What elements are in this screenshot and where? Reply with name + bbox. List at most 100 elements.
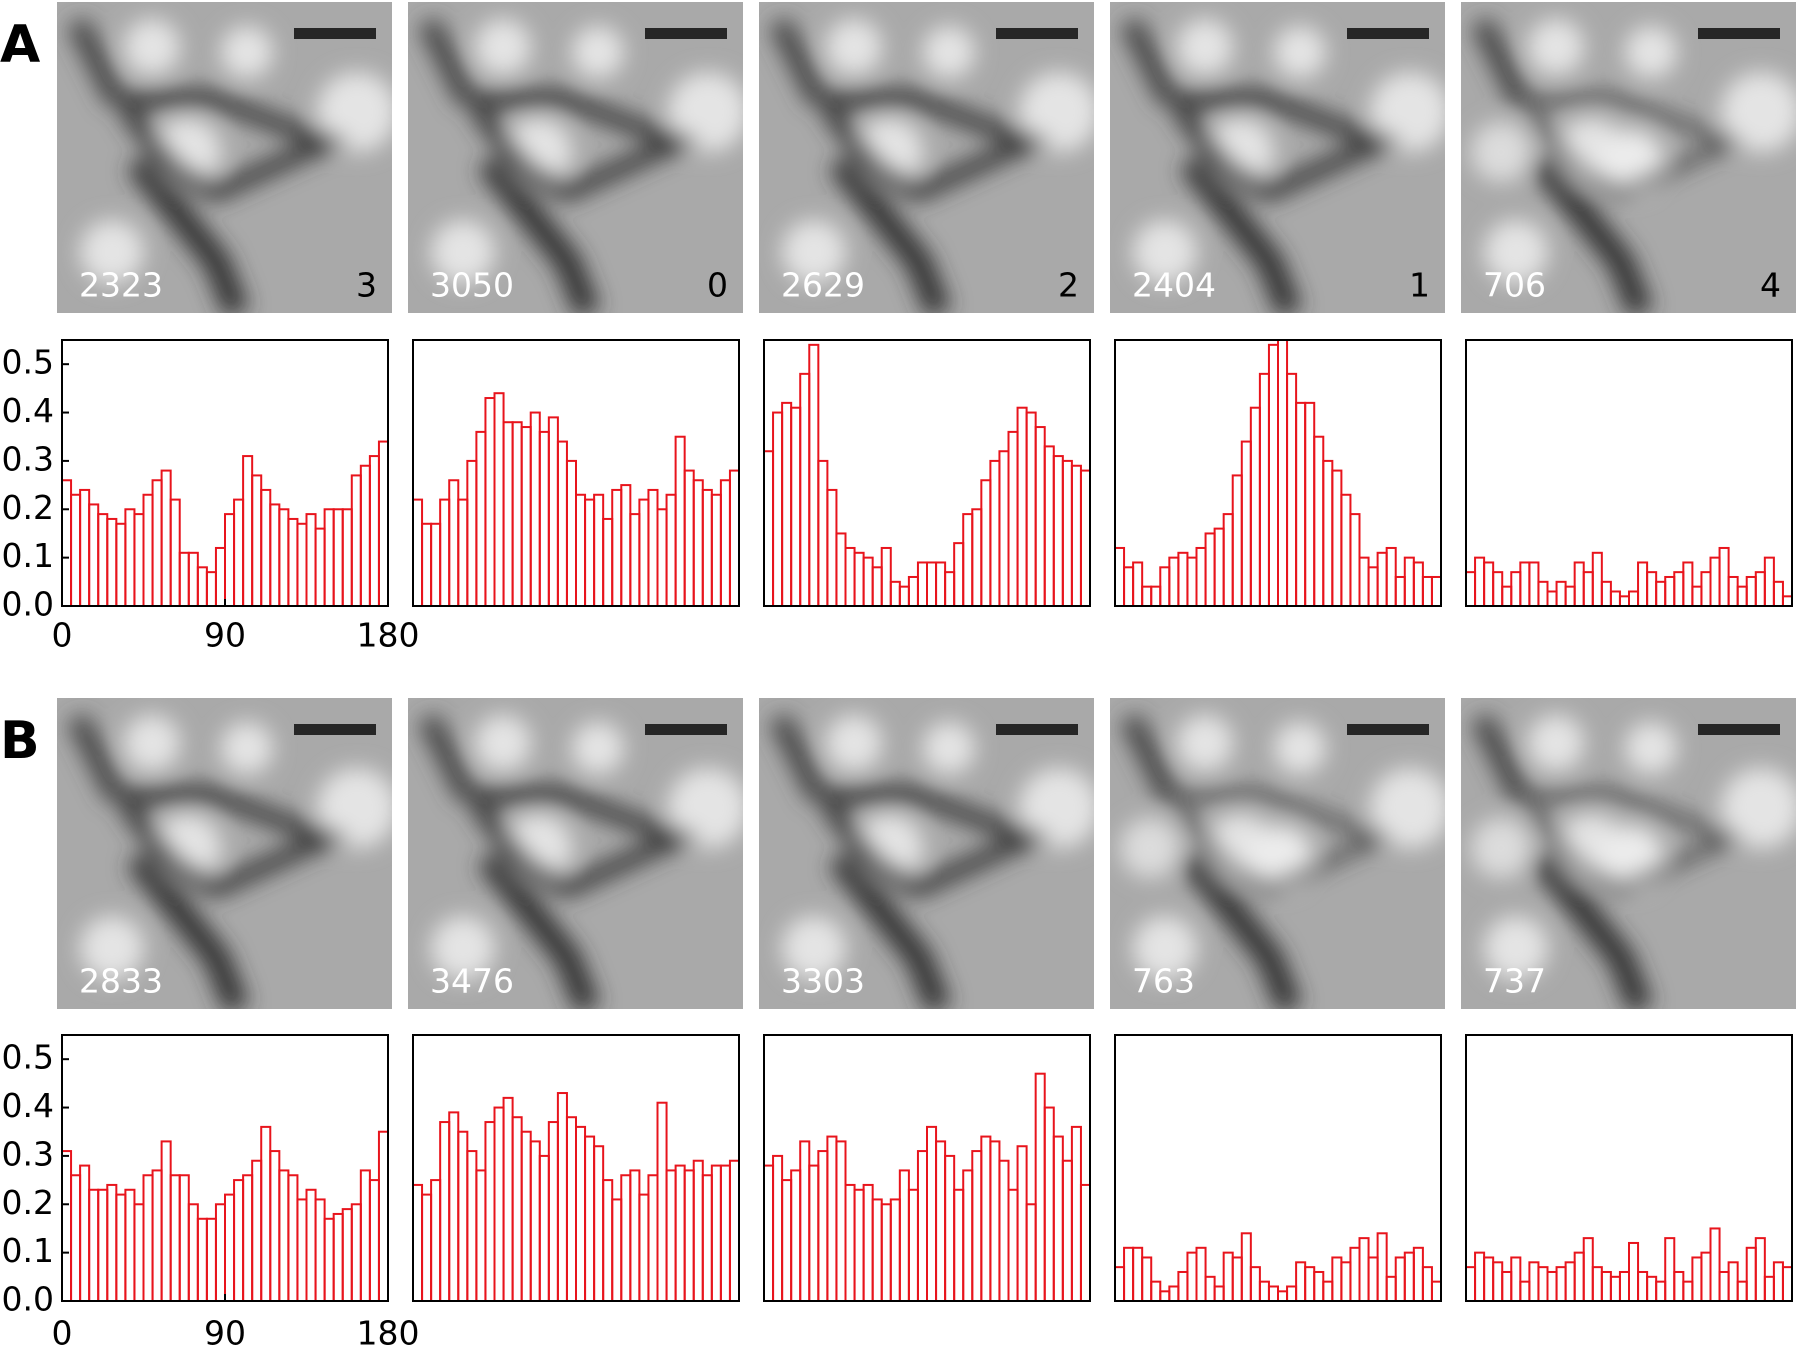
- histogram-bar: [178, 551, 190, 607]
- histogram-bar: [1628, 590, 1640, 607]
- histogram-bar: [1322, 1280, 1334, 1302]
- light-blob: [1625, 26, 1677, 78]
- class-average-image: 2323 3: [57, 2, 392, 313]
- histogram-bar: [412, 498, 424, 608]
- histogram-bar: [1727, 1261, 1739, 1302]
- class-average-image: 763: [1110, 698, 1445, 1009]
- dark-stroke: [1179, 849, 1303, 1009]
- histogram-bar: [926, 1125, 938, 1302]
- histogram-bar: [1591, 551, 1603, 607]
- histogram-bar: [835, 532, 847, 607]
- histogram-bar: [115, 522, 127, 607]
- image-content: [759, 698, 1094, 1009]
- light-blob: [475, 715, 531, 771]
- histogram-bar: [862, 556, 874, 607]
- histogram-bar: [493, 1106, 505, 1302]
- histogram-chart: [1114, 339, 1443, 608]
- histogram-bar: [1745, 1246, 1757, 1303]
- histogram-bar: [593, 493, 605, 608]
- histogram-bar: [1240, 440, 1252, 607]
- histogram-bar: [169, 498, 181, 608]
- histogram-bar: [439, 1121, 451, 1303]
- particle-count: 3050: [430, 266, 514, 305]
- histogram-bar: [1430, 1280, 1443, 1302]
- image-blobs: [769, 17, 1094, 313]
- histogram-bar: [1655, 1280, 1667, 1302]
- histogram-bar: [1277, 1290, 1289, 1302]
- histogram-bar: [862, 1183, 874, 1302]
- light-blob: [1721, 768, 1796, 848]
- histogram-bar: [1258, 372, 1270, 608]
- histogram-bar: [880, 546, 892, 607]
- light-blob: [431, 916, 495, 980]
- histogram-bar: [1772, 1261, 1784, 1302]
- histogram-bar: [269, 503, 281, 608]
- image-blobs: [1120, 713, 1445, 1009]
- histogram-bar: [1718, 546, 1730, 607]
- histogram-bar: [620, 1174, 632, 1302]
- histogram-bar: [1367, 566, 1379, 607]
- light-blob: [317, 72, 392, 152]
- histogram-bar: [701, 488, 713, 607]
- histogram-bar: [323, 1217, 335, 1303]
- histogram-bar: [1286, 1285, 1298, 1303]
- histogram-bar: [989, 459, 1001, 607]
- histogram-bar: [224, 513, 236, 607]
- histogram-bar: [97, 1188, 109, 1303]
- histogram-bar: [1483, 561, 1495, 607]
- histogram-bar: [565, 459, 578, 607]
- histogram-bar: [1222, 513, 1234, 607]
- histogram-bar: [674, 435, 686, 607]
- histogram-bar: [251, 1159, 263, 1303]
- histogram-bar: [629, 1169, 641, 1303]
- histogram-bar: [1718, 1270, 1730, 1302]
- dark-stroke: [418, 713, 478, 803]
- panel-label: A: [0, 15, 40, 75]
- histogram-bar: [233, 498, 245, 608]
- image-content: [759, 2, 1094, 313]
- histogram-bar: [341, 1208, 353, 1303]
- histogram-bar: [196, 1217, 208, 1303]
- histogram-bar: [844, 546, 856, 607]
- histogram-bar: [520, 426, 532, 607]
- histogram-bar: [466, 1150, 478, 1303]
- light-blob: [221, 26, 273, 78]
- histogram-bar: [1546, 590, 1558, 607]
- histogram-bar: [1231, 1256, 1243, 1303]
- x-tick-label: 180: [357, 1314, 420, 1353]
- histogram-bar: [1555, 1266, 1567, 1303]
- light-blob: [782, 916, 846, 980]
- histogram-bar: [88, 1188, 100, 1303]
- image-content: [1461, 698, 1796, 1009]
- histogram-bar: [593, 1145, 605, 1302]
- histogram-bar: [953, 1188, 965, 1303]
- histogram-bar: [1043, 445, 1055, 607]
- light-blob: [1721, 72, 1796, 152]
- histogram-bar: [502, 421, 514, 607]
- histogram-bar: [205, 1217, 217, 1303]
- histogram-bar: [350, 474, 362, 607]
- dark-stroke: [67, 17, 127, 107]
- histogram-bar: [1609, 590, 1621, 607]
- histogram-chart: [1465, 339, 1794, 607]
- histogram-bar: [1591, 1266, 1603, 1303]
- light-blob: [1484, 916, 1548, 980]
- histogram-bar: [808, 343, 820, 607]
- class-average-image: 737: [1461, 698, 1796, 1009]
- histogram-bar: [332, 508, 344, 608]
- y-tick-label: 0.3: [2, 1134, 54, 1173]
- histogram-bar: [1141, 585, 1153, 607]
- histogram-bar: [1186, 556, 1198, 607]
- histogram-bar: [1421, 1266, 1433, 1303]
- x-tick-label: 90: [204, 1314, 246, 1353]
- image-blobs: [418, 17, 743, 313]
- histogram-chart: 0.0 0.1 0.2 0.3 0.4 0.5 0 90 180: [2, 1034, 420, 1353]
- particle-count: 2833: [79, 962, 163, 1001]
- particle-count: 2404: [1132, 266, 1216, 305]
- y-tick-label: 0.1: [2, 1231, 54, 1270]
- scale-bar: [1698, 28, 1780, 39]
- scale-bar: [1698, 724, 1780, 735]
- histogram-bar: [475, 1169, 487, 1303]
- histogram-bar: [781, 1179, 793, 1303]
- light-blob: [1133, 916, 1197, 980]
